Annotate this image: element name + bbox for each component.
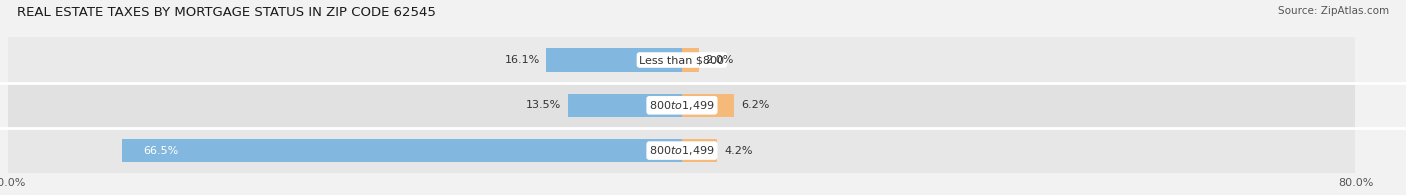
Bar (8, 128, 1355, 173)
Text: $800 to $1,499: $800 to $1,499 (650, 99, 714, 112)
Bar (547, 48, 682, 72)
Bar (682, 48, 699, 72)
Text: 6.2%: 6.2% (741, 100, 769, 110)
Text: 16.1%: 16.1% (505, 55, 540, 65)
Bar (682, 139, 717, 162)
Bar (568, 94, 682, 117)
Text: $800 to $1,499: $800 to $1,499 (650, 144, 714, 157)
Text: Source: ZipAtlas.com: Source: ZipAtlas.com (1278, 6, 1389, 16)
Text: 2.0%: 2.0% (706, 55, 734, 65)
Text: 4.2%: 4.2% (724, 146, 752, 156)
Bar (8, 83, 1355, 128)
Text: 66.5%: 66.5% (143, 146, 179, 156)
Bar (122, 139, 682, 162)
Text: Less than $800: Less than $800 (640, 55, 724, 65)
Bar (8, 37, 1355, 83)
Text: 13.5%: 13.5% (526, 100, 561, 110)
Bar (682, 94, 734, 117)
Text: REAL ESTATE TAXES BY MORTGAGE STATUS IN ZIP CODE 62545: REAL ESTATE TAXES BY MORTGAGE STATUS IN … (17, 6, 436, 19)
